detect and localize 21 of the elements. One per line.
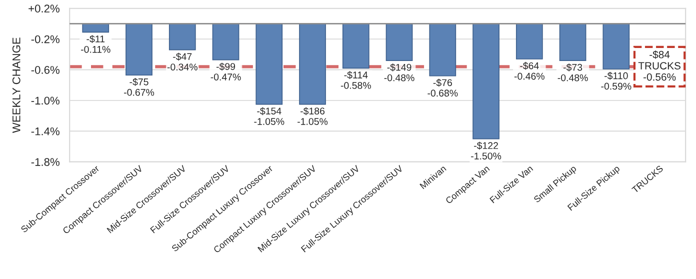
data-label: -$110 -0.59% [601, 72, 632, 90]
data-label: -$122 -1.50% [471, 142, 502, 160]
data-label: -$64 -0.46% [514, 62, 544, 80]
y-tick-label: -1.4% [31, 127, 60, 136]
data-label: -$149 -0.48% [384, 63, 414, 82]
y-tick-label: -1.0% [31, 96, 60, 105]
data-label: -$47 -0.34% [167, 52, 198, 70]
y-tick-label: -0.2% [31, 35, 60, 44]
data-label: -$76 -0.68% [428, 78, 458, 97]
data-label: -$75 -0.67% [124, 78, 154, 96]
data-label: -$154 -1.05% [254, 107, 284, 125]
y-axis-title: WEEKLY CHANGE [12, 38, 20, 134]
ref-line-label: -$84 TRUCKS -0.56% [638, 50, 680, 81]
data-label: -$186 -1.05% [298, 107, 328, 125]
y-tick-label: -0.6% [31, 66, 60, 74]
data-label: -$114 -0.58% [340, 71, 371, 89]
y-tick-label: -1.8% [31, 158, 60, 166]
data-label: -$73 -0.48% [558, 63, 588, 82]
y-tick-label: +0.2% [28, 4, 60, 13]
data-label: -$11 -0.11% [81, 35, 110, 53]
data-label: -$99 -0.47% [210, 62, 241, 80]
